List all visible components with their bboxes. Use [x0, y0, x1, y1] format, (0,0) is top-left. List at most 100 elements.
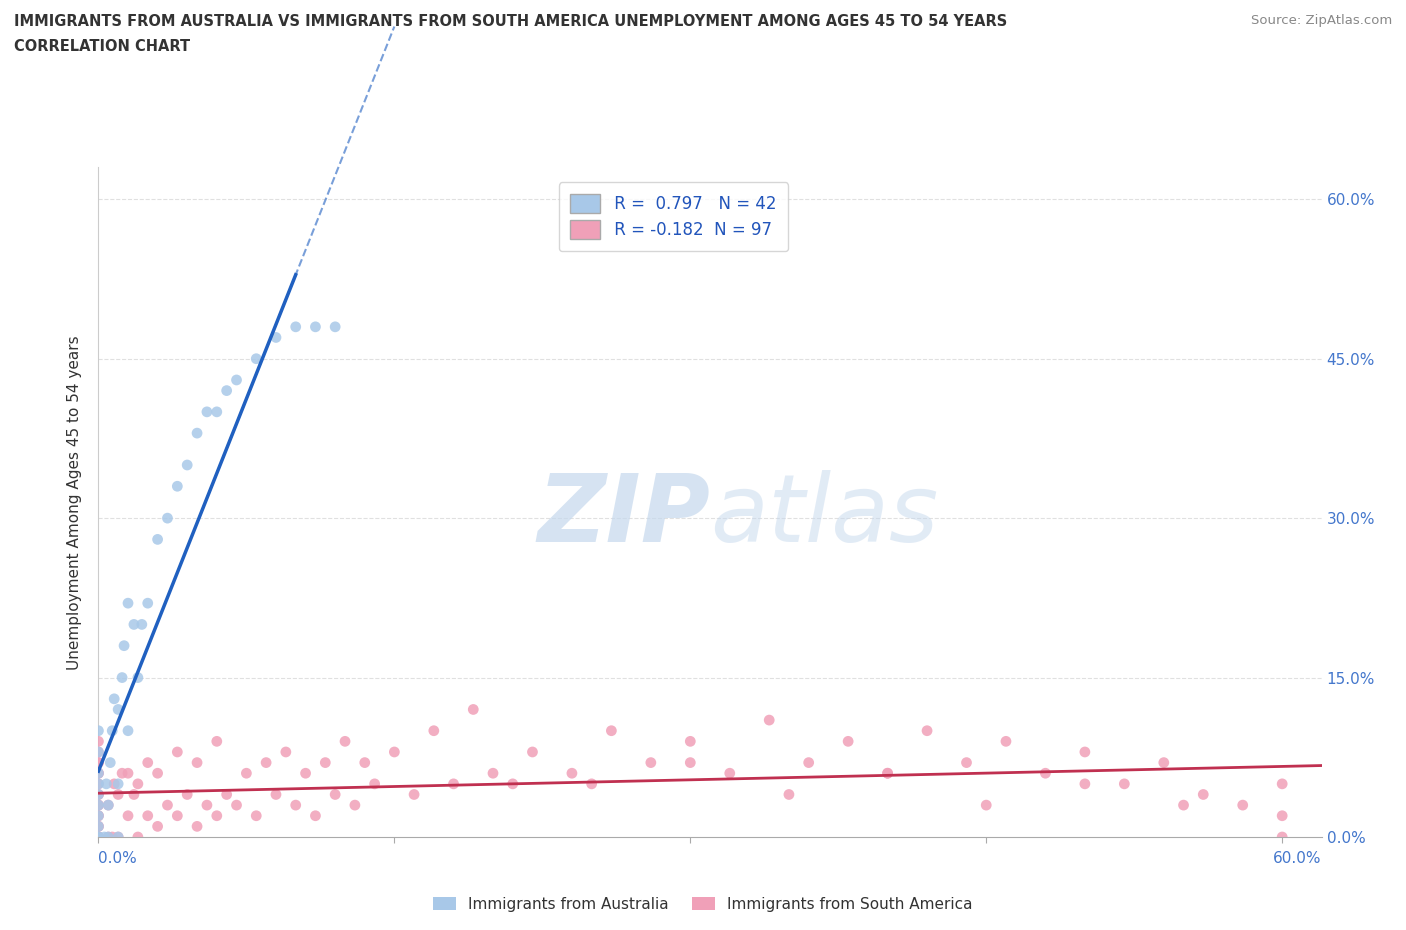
Point [136, 808, 159, 823]
Text: 0.0%: 0.0% [98, 851, 138, 866]
Point [363, 777, 385, 791]
Point [87, 734, 110, 749]
Point [156, 798, 179, 813]
Text: atlas: atlas [710, 470, 938, 561]
Point [876, 765, 898, 780]
Point [87, 830, 110, 844]
Point [323, 787, 346, 802]
Point [235, 765, 257, 780]
Point [87, 830, 110, 844]
Point [146, 819, 169, 834]
Text: 60.0%: 60.0% [1274, 851, 1322, 866]
Point [87, 830, 110, 844]
Point [561, 765, 583, 780]
Point [225, 798, 247, 813]
Point [284, 798, 307, 813]
Point [87, 808, 110, 823]
Point [1153, 755, 1175, 770]
Point [797, 755, 820, 770]
Legend:  R =  0.797   N = 42,  R = -0.182  N = 97: R = 0.797 N = 42, R = -0.182 N = 97 [558, 182, 787, 251]
Point [1192, 787, 1215, 802]
Point [274, 745, 297, 760]
Point [117, 724, 139, 738]
Point [1074, 745, 1097, 760]
Point [87, 777, 110, 791]
Point [107, 702, 129, 717]
Point [502, 777, 524, 791]
Point [1074, 777, 1097, 791]
Point [1271, 830, 1294, 844]
Point [837, 734, 859, 749]
Point [122, 787, 145, 802]
Point [107, 777, 129, 791]
Point [176, 787, 198, 802]
Point [1035, 765, 1057, 780]
Point [146, 532, 169, 547]
Point [176, 458, 198, 472]
Point [136, 755, 159, 770]
Point [93, 830, 115, 844]
Point [87, 808, 110, 823]
Point [87, 830, 110, 844]
Point [640, 755, 662, 770]
Point [127, 777, 149, 791]
Point [1271, 808, 1294, 823]
Point [166, 745, 188, 760]
Point [679, 755, 702, 770]
Point [122, 617, 145, 631]
Point [87, 777, 110, 791]
Point [166, 479, 188, 494]
Point [195, 405, 218, 419]
Point [1173, 798, 1195, 813]
Point [343, 798, 366, 813]
Point [97, 830, 120, 844]
Point [87, 830, 110, 844]
Point [994, 734, 1017, 749]
Point [97, 798, 120, 813]
Point [112, 638, 135, 653]
Point [111, 765, 134, 780]
Point [87, 724, 110, 738]
Point [778, 787, 800, 802]
Point [117, 596, 139, 611]
Point [284, 319, 307, 334]
Point [156, 511, 179, 525]
Point [97, 830, 120, 844]
Point [522, 745, 544, 760]
Point [87, 765, 110, 780]
Point [382, 745, 405, 760]
Point [443, 777, 465, 791]
Point [131, 617, 153, 631]
Point [225, 373, 247, 388]
Point [245, 352, 267, 366]
Point [304, 808, 326, 823]
Point [87, 745, 110, 760]
Point [264, 787, 287, 802]
Point [482, 765, 505, 780]
Point [1271, 777, 1294, 791]
Point [96, 777, 118, 791]
Point [758, 712, 780, 727]
Point [264, 330, 287, 345]
Point [955, 755, 977, 770]
Point [111, 671, 134, 685]
Point [915, 724, 938, 738]
Point [101, 830, 124, 844]
Point [107, 830, 129, 844]
Point [876, 765, 898, 780]
Point [186, 819, 208, 834]
Point [117, 765, 139, 780]
Point [333, 734, 356, 749]
Legend: Immigrants from Australia, Immigrants from South America: Immigrants from Australia, Immigrants fr… [427, 890, 979, 918]
Point [87, 787, 110, 802]
Point [87, 765, 110, 780]
Point [87, 819, 110, 834]
Point [186, 755, 208, 770]
Point [718, 765, 741, 780]
Point [107, 787, 129, 802]
Point [87, 798, 110, 813]
Point [87, 755, 110, 770]
Point [87, 819, 110, 834]
Point [107, 830, 129, 844]
Point [404, 787, 426, 802]
